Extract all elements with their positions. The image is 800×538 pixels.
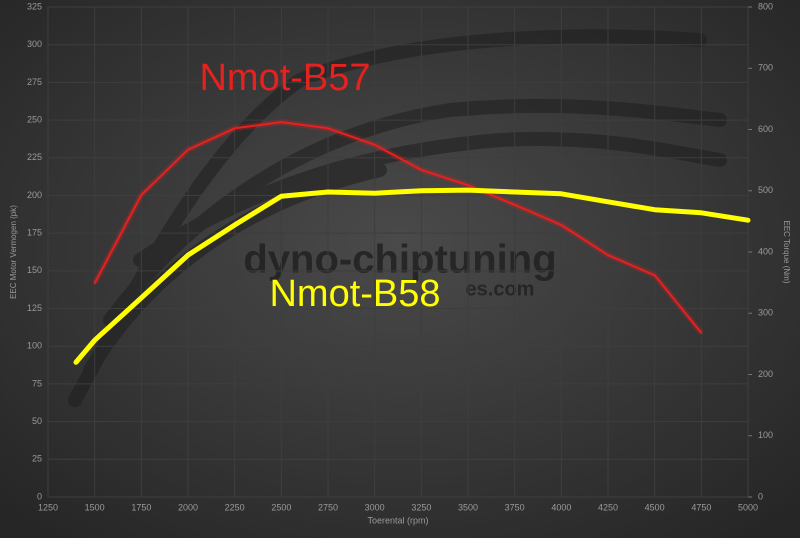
y2-tick-label: 100 bbox=[758, 430, 773, 440]
y-tick-label: 75 bbox=[32, 378, 42, 388]
line bbox=[93, 121, 703, 334]
y-tick-label: 300 bbox=[27, 39, 42, 49]
y2-tick-label: 0 bbox=[758, 491, 763, 501]
x-tick-label: 3250 bbox=[411, 502, 431, 512]
x-tick-label: 2500 bbox=[271, 502, 291, 512]
y-tick-label: 250 bbox=[27, 114, 42, 124]
x-tick-label: 4250 bbox=[598, 502, 618, 512]
y2-tick-label: 400 bbox=[758, 246, 773, 256]
y2-tick-label: 500 bbox=[758, 185, 773, 195]
series-label: Nmot-B58 bbox=[269, 273, 440, 315]
x-tick-label: 5000 bbox=[738, 502, 758, 512]
x-tick-label: 2250 bbox=[225, 502, 245, 512]
x-tick-label: 3750 bbox=[505, 502, 525, 512]
x-tick-label: 4500 bbox=[645, 502, 665, 512]
x-axis-label: Toerental (rpm) bbox=[367, 515, 428, 525]
y-axis-label: EEC Motor Vermogen (pk) bbox=[9, 205, 18, 299]
y-tick-label: 0 bbox=[37, 491, 42, 501]
watermark: dyno-chiptuning bbox=[243, 238, 556, 282]
x-tick-label: 3000 bbox=[365, 502, 385, 512]
y-tick-label: 275 bbox=[27, 77, 42, 87]
y2-tick-label: 700 bbox=[758, 63, 773, 73]
y-tick-label: 225 bbox=[27, 152, 42, 162]
y2-tick-label: 600 bbox=[758, 124, 773, 134]
y-tick-label: 200 bbox=[27, 190, 42, 200]
y2-tick-label: 800 bbox=[758, 1, 773, 11]
watermark: es.com bbox=[466, 278, 535, 300]
x-tick-label: 2750 bbox=[318, 502, 338, 512]
x-tick-label: 1500 bbox=[85, 502, 105, 512]
series-label: Nmot-B57 bbox=[199, 57, 370, 99]
y-tick-label: 150 bbox=[27, 265, 42, 275]
x-tick-label: 4000 bbox=[551, 502, 571, 512]
y-tick-label: 175 bbox=[27, 228, 42, 238]
y2-tick-label: 300 bbox=[758, 308, 773, 318]
y-tick-label: 50 bbox=[32, 416, 42, 426]
y2-axis-label: EEC Torque (Nm) bbox=[782, 221, 791, 284]
y-tick-label: 125 bbox=[27, 303, 42, 313]
y-tick-label: 325 bbox=[27, 1, 42, 11]
x-tick-label: 1750 bbox=[131, 502, 151, 512]
x-tick-label: 4750 bbox=[691, 502, 711, 512]
y2-tick-label: 200 bbox=[758, 369, 773, 379]
x-tick-label: 2000 bbox=[178, 502, 198, 512]
x-tick-label: 1250 bbox=[38, 502, 58, 512]
line bbox=[73, 187, 751, 365]
y-tick-label: 25 bbox=[32, 454, 42, 464]
y-tick-label: 100 bbox=[27, 341, 42, 351]
x-tick-label: 3500 bbox=[458, 502, 478, 512]
